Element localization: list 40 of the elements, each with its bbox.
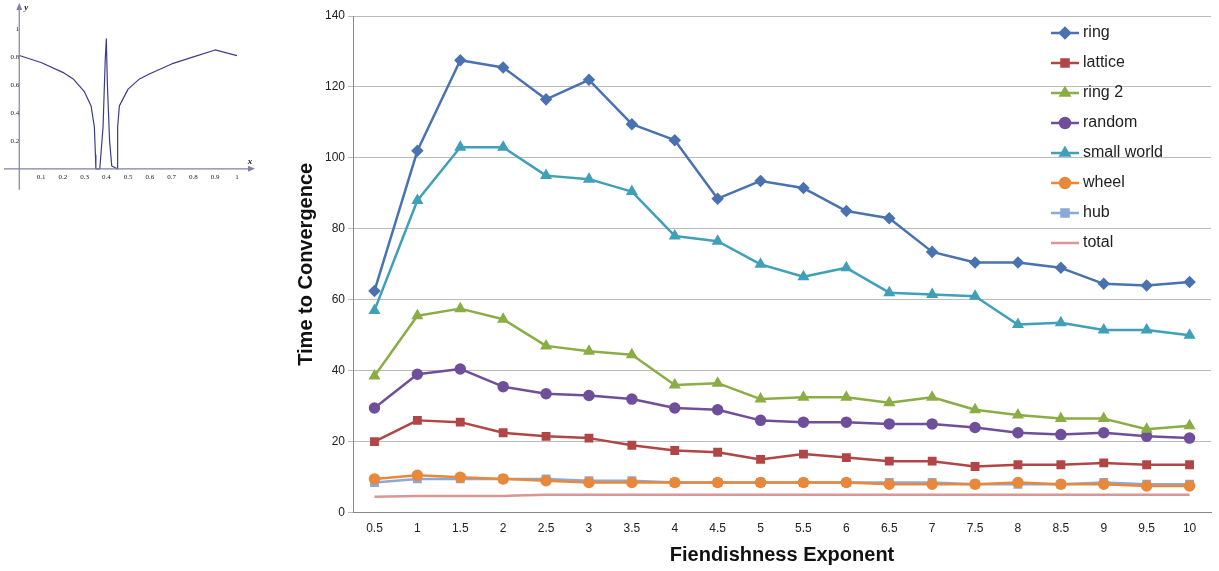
x-tick-label: 3.5 [623,521,641,536]
x-tick-label: 2 [499,521,507,536]
x-axis-title: Fiendishness Exponent [669,542,895,565]
x-tick-label: 9.5 [1138,521,1156,536]
legend-label: ring 2 [1083,83,1124,101]
y-tick-label: 40 [331,363,346,378]
legend-label: random [1083,113,1138,131]
x-tick-label: 7 [928,521,936,536]
x-tick-label: 9 [1100,521,1108,536]
x-tick-label: 2.5 [537,521,555,536]
legend-label: small world [1083,143,1164,161]
y-axis-title: Time to Convergence [293,162,316,366]
x-tick-label: 6.5 [880,521,898,536]
x-tick-label: 1.5 [451,521,469,536]
legend-label: lattice [1083,53,1125,71]
x-axis-title: x [246,156,253,167]
y-tick-label: 20 [331,433,346,448]
x-tick-label: 4 [671,521,679,536]
x-tick-label: 7.5 [966,521,984,536]
y-tick-label: 100 [324,150,346,165]
x-tick-label: 5.5 [795,521,813,536]
y-tick-label: 60 [331,292,346,307]
legend-label: wheel [1082,173,1125,191]
x-tick-label: 1 [414,521,422,536]
x-tick-label: 3 [585,521,593,536]
x-tick-label: 0.5 [366,521,384,536]
legend-label: total [1083,233,1114,251]
x-tick-label: 5 [757,521,765,536]
y-axis-title: y [23,2,30,13]
y-tick-label: 140 [324,8,346,23]
legend-label: hub [1083,203,1110,221]
x-tick-label: 10 [1182,521,1197,536]
y-tick-label: 80 [331,221,346,236]
y-tick-label: 0 [338,504,346,519]
x-tick-label: 8.5 [1052,521,1070,536]
y-tick-label: 120 [324,79,346,94]
legend-label: ring [1083,23,1110,41]
x-tick-label: 4.5 [709,521,727,536]
x-tick-label: 6 [843,521,851,536]
x-tick-label: 8 [1014,521,1022,536]
